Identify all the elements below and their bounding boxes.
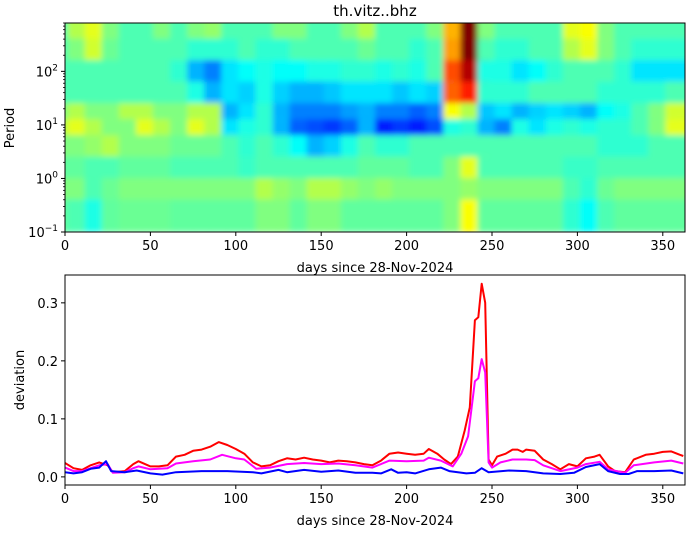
series-line bbox=[65, 460, 684, 476]
x-tick-label: 250 bbox=[480, 239, 505, 254]
x-tick-label: 300 bbox=[565, 239, 590, 254]
x-tick-label: 300 bbox=[565, 492, 590, 507]
top-x-axis-label: days since 28-Nov-2024 bbox=[297, 261, 454, 276]
top-y-axis-label: Period bbox=[3, 108, 18, 149]
y-tick-label: 0.2 bbox=[37, 355, 58, 370]
y-tick-label: 102 bbox=[36, 63, 58, 80]
x-tick-label: 200 bbox=[394, 492, 419, 507]
bottom-axis-ticks: 0 50 100 150 200 250 300 350 0.0 0.1 0.2 0.3 bbox=[37, 297, 675, 507]
y-tick-label: 0.0 bbox=[37, 471, 58, 486]
x-tick-label: 50 bbox=[142, 492, 159, 507]
y-tick-label: 0.3 bbox=[37, 297, 58, 312]
heatmap-cells bbox=[65, 23, 685, 232]
x-tick-label: 250 bbox=[480, 492, 505, 507]
bottom-y-axis-label: deviation bbox=[13, 350, 28, 410]
x-tick-label: 100 bbox=[223, 492, 248, 507]
x-tick-label: 200 bbox=[394, 239, 419, 254]
x-tick-label: 350 bbox=[650, 239, 675, 254]
x-tick-label: 150 bbox=[309, 239, 334, 254]
heatmap-cell bbox=[665, 199, 685, 232]
line-series bbox=[65, 282, 684, 476]
y-tick-label: 100 bbox=[36, 170, 59, 187]
bottom-axes-frame bbox=[64, 274, 686, 486]
bottom-x-axis-label: days since 28-Nov-2024 bbox=[297, 514, 454, 529]
x-tick-label: 100 bbox=[223, 239, 248, 254]
x-tick-label: 0 bbox=[61, 492, 69, 507]
top-axis-ticks: 0 50 100 150 200 250 300 350 10−1 100 101 102 bbox=[28, 22, 675, 254]
x-tick-label: 150 bbox=[309, 492, 334, 507]
series-line bbox=[65, 282, 684, 474]
y-tick-label: 10−1 bbox=[28, 224, 58, 241]
y-tick-label: 0.1 bbox=[37, 413, 58, 428]
top-chart-title: th.vitz..bhz bbox=[333, 2, 417, 20]
x-tick-label: 0 bbox=[61, 239, 69, 254]
x-tick-label: 350 bbox=[650, 492, 675, 507]
series-line bbox=[65, 358, 684, 474]
y-tick-label: 101 bbox=[36, 117, 58, 134]
x-tick-label: 50 bbox=[142, 239, 159, 254]
